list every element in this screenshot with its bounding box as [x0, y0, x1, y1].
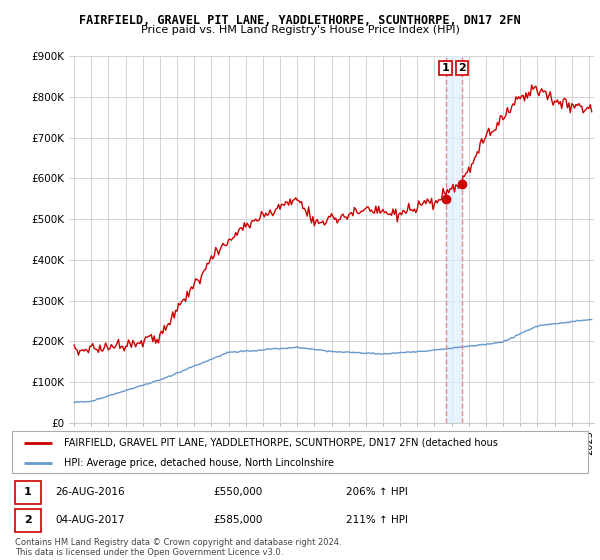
Text: 1: 1 — [442, 63, 449, 73]
Text: Price paid vs. HM Land Registry's House Price Index (HPI): Price paid vs. HM Land Registry's House … — [140, 25, 460, 35]
Text: 211% ↑ HPI: 211% ↑ HPI — [346, 515, 408, 525]
Text: Contains HM Land Registry data © Crown copyright and database right 2024.
This d: Contains HM Land Registry data © Crown c… — [15, 538, 341, 557]
Text: HPI: Average price, detached house, North Lincolnshire: HPI: Average price, detached house, Nort… — [64, 458, 334, 468]
Text: £585,000: £585,000 — [214, 515, 263, 525]
Text: 2: 2 — [458, 63, 466, 73]
Text: 2: 2 — [24, 515, 32, 525]
Bar — [15, 480, 41, 504]
Text: £550,000: £550,000 — [214, 487, 263, 497]
Bar — [15, 508, 41, 532]
Text: FAIRFIELD, GRAVEL PIT LANE, YADDLETHORPE, SCUNTHORPE, DN17 2FN: FAIRFIELD, GRAVEL PIT LANE, YADDLETHORPE… — [79, 14, 521, 27]
Text: 206% ↑ HPI: 206% ↑ HPI — [346, 487, 408, 497]
Bar — [446, 56, 462, 423]
Text: 26-AUG-2016: 26-AUG-2016 — [55, 487, 125, 497]
Text: 1: 1 — [24, 487, 32, 497]
Text: 04-AUG-2017: 04-AUG-2017 — [55, 515, 125, 525]
Text: FAIRFIELD, GRAVEL PIT LANE, YADDLETHORPE, SCUNTHORPE, DN17 2FN (detached hous: FAIRFIELD, GRAVEL PIT LANE, YADDLETHORPE… — [64, 438, 498, 448]
